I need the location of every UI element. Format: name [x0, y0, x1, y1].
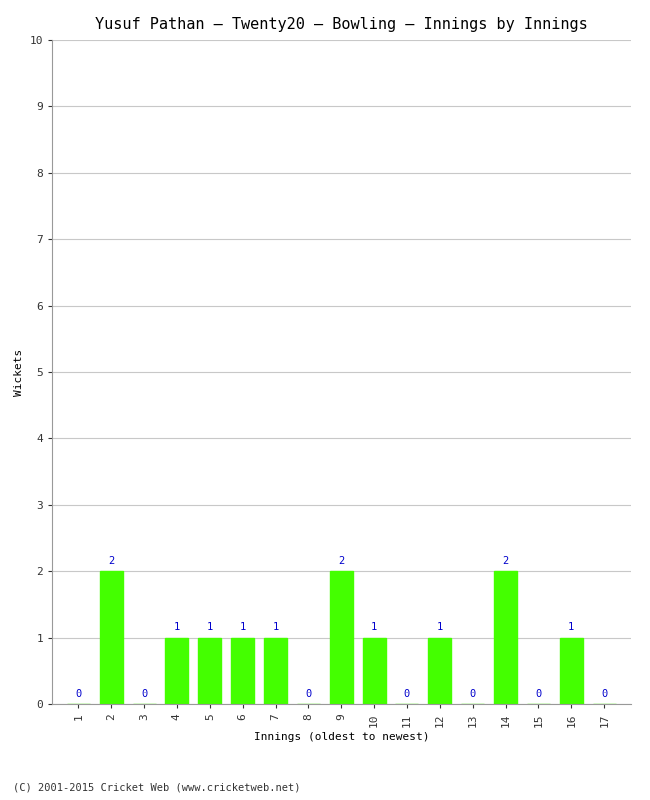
Text: 0: 0 — [601, 689, 607, 698]
Bar — [198, 638, 221, 704]
Bar — [494, 571, 517, 704]
Text: 0: 0 — [536, 689, 541, 698]
Text: 1: 1 — [568, 622, 575, 632]
Text: 1: 1 — [371, 622, 377, 632]
Bar — [330, 571, 353, 704]
Text: 1: 1 — [272, 622, 279, 632]
Bar — [363, 638, 385, 704]
Text: 2: 2 — [338, 556, 344, 566]
Text: 1: 1 — [239, 622, 246, 632]
Text: 0: 0 — [75, 689, 81, 698]
Bar — [428, 638, 451, 704]
Bar — [231, 638, 254, 704]
Text: 2: 2 — [502, 556, 509, 566]
Bar — [264, 638, 287, 704]
Text: 1: 1 — [437, 622, 443, 632]
Text: (C) 2001-2015 Cricket Web (www.cricketweb.net): (C) 2001-2015 Cricket Web (www.cricketwe… — [13, 782, 300, 792]
Title: Yusuf Pathan – Twenty20 – Bowling – Innings by Innings: Yusuf Pathan – Twenty20 – Bowling – Inni… — [95, 17, 588, 32]
Text: 0: 0 — [404, 689, 410, 698]
Text: 0: 0 — [306, 689, 311, 698]
Text: 1: 1 — [174, 622, 180, 632]
Text: 2: 2 — [108, 556, 114, 566]
X-axis label: Innings (oldest to newest): Innings (oldest to newest) — [254, 732, 429, 742]
Text: 0: 0 — [469, 689, 476, 698]
Y-axis label: Wickets: Wickets — [14, 348, 24, 396]
Text: 1: 1 — [207, 622, 213, 632]
Bar — [99, 571, 123, 704]
Text: 0: 0 — [141, 689, 147, 698]
Bar — [165, 638, 188, 704]
Bar — [560, 638, 583, 704]
